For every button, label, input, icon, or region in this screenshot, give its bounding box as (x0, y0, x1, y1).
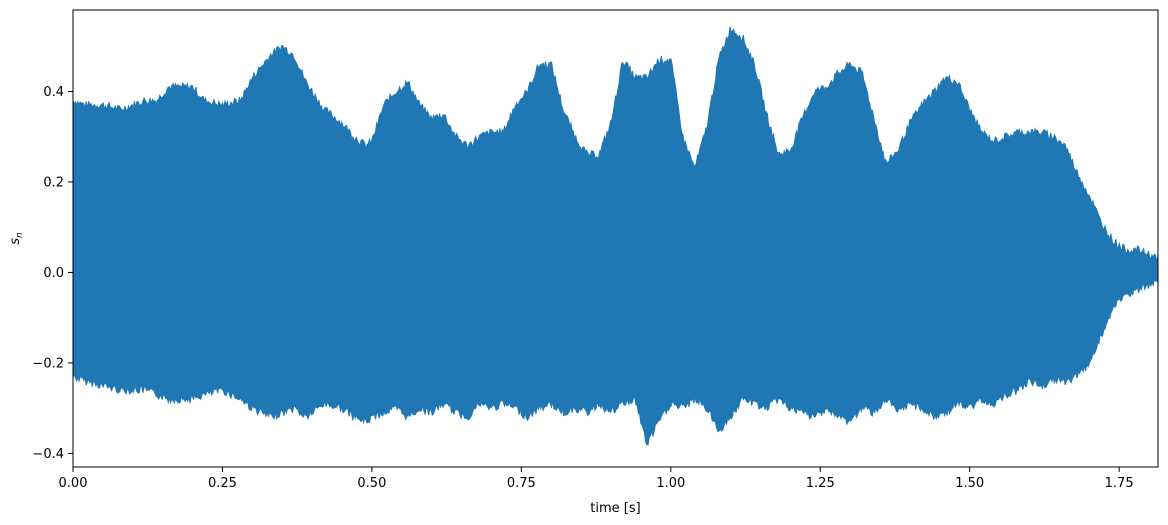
axes-layer (72, 9, 1159, 468)
x-axis-label: time [s] (590, 501, 640, 516)
x-tick-label: 0.25 (208, 476, 237, 491)
x-tick-label: 1.50 (955, 476, 984, 491)
waveform-series (73, 26, 1158, 446)
axes-frame (72, 9, 1159, 468)
y-tick-label: 0.2 (43, 175, 64, 190)
y-axis-label: sn (8, 232, 25, 245)
y-tick-label: 0.0 (43, 266, 64, 281)
plot-layer (73, 26, 1158, 446)
x-tick-label: 0.50 (357, 476, 386, 491)
x-tick-label: 0.75 (507, 476, 536, 491)
x-tick-label: 1.75 (1105, 476, 1134, 491)
x-tick-label: 1.25 (806, 476, 835, 491)
y-axis-label-subscript: n (15, 232, 25, 238)
y-tick-label: 0.4 (43, 85, 64, 100)
y-axis-label-main: s (8, 238, 23, 245)
x-tick-label: 0.00 (59, 476, 88, 491)
y-tick-label: −0.2 (32, 356, 64, 371)
ticks-layer: 0.00 0.25 0.50 0.75 1.00 1.25 1.50 1.75 −0.4 −0.2… (32, 85, 1133, 491)
x-tick-label: 1.00 (656, 476, 685, 491)
y-tick-label: −0.4 (32, 447, 64, 462)
